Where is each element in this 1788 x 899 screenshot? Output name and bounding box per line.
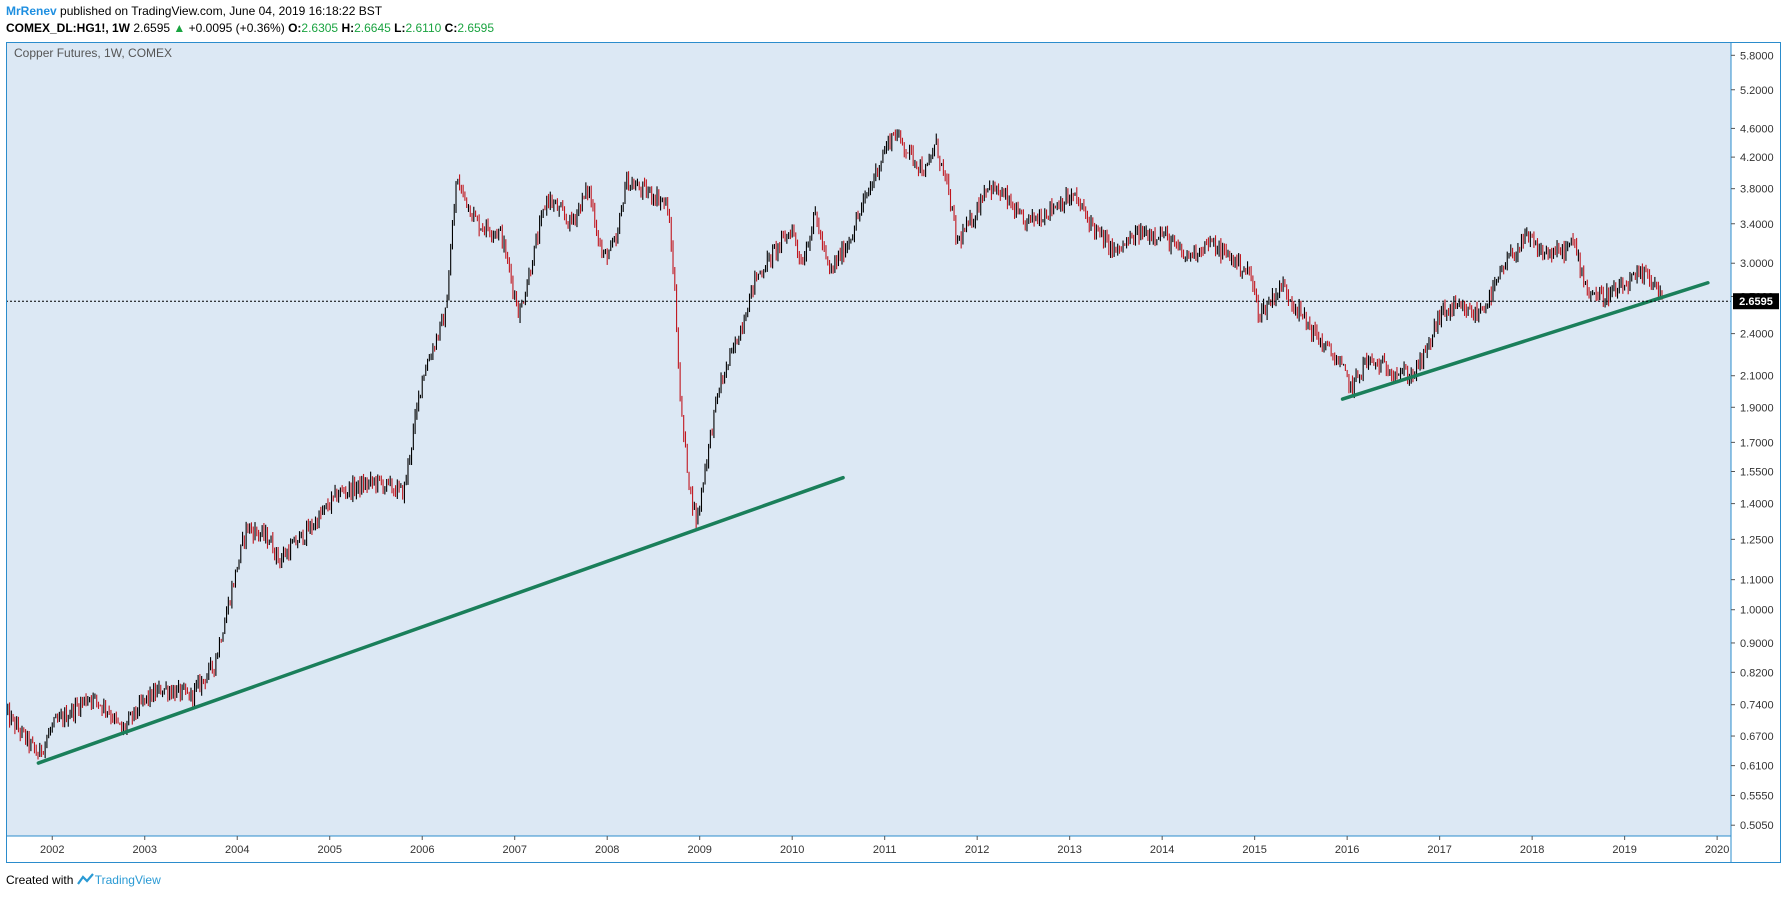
price-tick-label: 1.2500 [1740,534,1774,546]
last-price: 2.6595 [133,21,171,35]
time-tick-label: 2011 [873,844,897,856]
created-with-text: Created with [6,873,74,887]
low-value: 2.6110 [405,21,442,35]
price-chart[interactable]: 5.8000 5.2000 4.6000 4.2000 3.8000 3.4000 3.00… [6,42,1781,863]
time-tick-label: 2006 [410,844,434,856]
trendlines [36,280,1710,765]
up-arrow-icon: ▲ [173,21,186,35]
close-label: C: [444,21,458,35]
price-tick-label: 5.8000 [1740,50,1774,62]
price-tick-label: 0.6100 [1740,761,1774,773]
price-tick-label: 3.8000 [1740,184,1774,196]
open-label: O: [288,21,302,35]
trendline[interactable] [1340,280,1710,401]
price-tick-label: 0.5050 [1740,820,1774,832]
publish-info: MrRenev published on TradingView.com, Ju… [6,4,382,18]
time-tick-label: 2009 [687,844,711,856]
time-tick-label: 2010 [780,844,804,856]
author-link[interactable]: MrRenev [6,4,57,18]
time-tick-label: 2013 [1057,844,1081,856]
time-tick-label: 2014 [1150,844,1174,856]
plot-area[interactable] [6,42,1731,836]
price-tick-label: 0.7400 [1740,700,1774,712]
price-change: +0.0095 (+0.36%) [188,21,285,35]
low-label: L: [394,21,406,35]
time-tick-label: 2003 [132,844,156,856]
time-tick-label: 2020 [1705,844,1729,856]
high-value: 2.6645 [354,21,391,35]
price-tick-label: 1.1000 [1740,575,1774,587]
price-tick-label: 1.7000 [1740,437,1774,449]
last-price-badge-label: 2.6595 [1739,296,1773,308]
time-tick-label: 2015 [1242,844,1266,856]
time-tick-label: 2012 [965,844,989,856]
price-tick-label: 4.2000 [1740,152,1774,164]
time-axis[interactable]: 2002 2003 2004 2005 2006 2007 2008 2009 2010 2011… [40,836,1729,856]
price-tick-label: 0.5550 [1740,790,1774,802]
price-axis[interactable]: 5.8000 5.2000 4.6000 4.2000 3.8000 3.4000 3.00… [1731,50,1774,832]
time-tick-label: 2017 [1427,844,1451,856]
price-tick-label: 3.0000 [1740,258,1774,270]
time-tick-label: 2007 [502,844,526,856]
time-tick-label: 2018 [1520,844,1544,856]
price-tick-label: 2.4000 [1740,329,1774,341]
trendline[interactable] [36,475,845,765]
chart-border [6,42,1781,863]
price-tick-label: 1.0000 [1740,605,1774,617]
tradingview-logo-icon [76,873,95,887]
published-text: published on TradingView.com, June 04, 2… [60,4,383,18]
price-tick-label: 4.6000 [1740,123,1774,135]
last-price-badge: 2.6595 [1733,293,1779,310]
price-tick-label: 0.6700 [1740,731,1774,743]
price-tick-label: 3.4000 [1740,219,1774,231]
symbol-name: COMEX_DL:HG1!, 1W [6,21,131,35]
price-tick-label: 1.4000 [1740,499,1774,511]
price-tick-label: 1.9000 [1740,402,1774,414]
symbol-legend: COMEX_DL:HG1!, 1W 2.6595 ▲ +0.0095 (+0.3… [6,21,494,35]
chart-title: Copper Futures, 1W, COMEX [14,46,172,60]
close-value: 2.6595 [457,21,495,35]
time-tick-label: 2002 [40,844,64,856]
price-tick-label: 0.9000 [1740,638,1774,650]
price-tick-label: 5.2000 [1740,85,1774,97]
time-tick-label: 2019 [1612,844,1636,856]
tradingview-link[interactable]: TradingView [94,873,161,887]
time-tick-label: 2016 [1335,844,1359,856]
price-tick-label: 0.8200 [1740,667,1774,679]
open-value: 2.6305 [301,21,339,35]
candle-series [6,129,1663,760]
last-price-badge-bg [1733,293,1779,310]
price-tick-label: 1.5500 [1740,467,1774,479]
time-tick-label: 2005 [317,844,341,856]
time-tick-label: 2004 [225,844,249,856]
footer: Created with TradingView [6,873,161,887]
price-tick-label: 2.1000 [1740,371,1774,383]
high-label: H: [341,21,355,35]
time-tick-label: 2008 [595,844,619,856]
